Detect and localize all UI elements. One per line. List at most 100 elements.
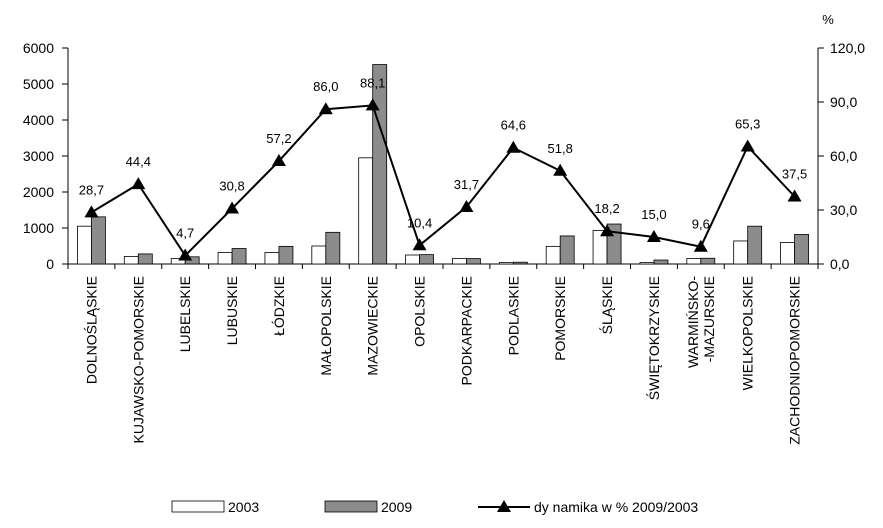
category-label: DOLNOŚLĄSKIE bbox=[82, 276, 99, 384]
dynamics-marker bbox=[318, 102, 333, 115]
dynamics-marker bbox=[412, 238, 427, 251]
left-axis-tick-label: 4000 bbox=[23, 112, 54, 128]
dynamics-data-label: 57,2 bbox=[266, 131, 291, 146]
dynamics-data-label: 9,6 bbox=[692, 217, 710, 232]
dynamics-marker bbox=[271, 154, 286, 167]
bar-2009 bbox=[137, 253, 153, 265]
dynamics-marker bbox=[646, 230, 661, 242]
dynamics-marker bbox=[178, 248, 193, 261]
dynamics-marker bbox=[365, 98, 380, 111]
left-axis-tick-label: 2000 bbox=[23, 184, 54, 200]
left-axis-tick-label: 0 bbox=[46, 256, 54, 272]
bar-2003 bbox=[686, 258, 702, 265]
category-label: LUBUSKIE bbox=[224, 276, 240, 345]
bar-2009 bbox=[794, 234, 809, 265]
dynamics-marker bbox=[787, 189, 802, 202]
dynamics-marker bbox=[740, 139, 755, 152]
dynamics-data-label: 51,8 bbox=[548, 141, 573, 156]
category-label: KUJAWSKO-POMORSKIE bbox=[130, 276, 146, 444]
category-label: OPOLSKIE bbox=[412, 276, 428, 347]
dynamics-line bbox=[90, 104, 796, 258]
bar-2003 bbox=[217, 252, 233, 265]
bar-2009 bbox=[372, 64, 388, 265]
bar-2009 bbox=[653, 259, 669, 265]
category-label: ŁÓDZKIE bbox=[271, 276, 287, 336]
bar-2009 bbox=[559, 235, 575, 265]
bar-2003 bbox=[77, 225, 92, 265]
bar-2003 bbox=[498, 262, 514, 265]
category-label: WIELKOPOLSKIE bbox=[740, 276, 756, 390]
right-axis-unit: % bbox=[822, 12, 834, 27]
left-axis-tick-label: 1000 bbox=[23, 220, 54, 236]
dynamics-data-label: 64,6 bbox=[501, 118, 526, 133]
dynamics-data-label: 86,0 bbox=[313, 79, 338, 94]
dynamics-marker bbox=[553, 163, 568, 176]
legend-label-2003: 2003 bbox=[228, 499, 259, 515]
dynamics-data-label: 30,8 bbox=[219, 179, 244, 194]
right-axis-tick-label: 0,0 bbox=[830, 256, 850, 272]
dynamics-marker bbox=[600, 224, 615, 237]
dynamics-marker bbox=[506, 140, 521, 153]
dynamics-marker bbox=[84, 205, 99, 218]
dynamics-data-label: 4,7 bbox=[176, 226, 194, 241]
bar-2003 bbox=[545, 245, 561, 265]
bar-2009 bbox=[700, 257, 716, 265]
bar-2003 bbox=[733, 240, 749, 265]
legend-swatch-2009 bbox=[324, 500, 378, 513]
dynamics-data-label: 65,3 bbox=[735, 116, 760, 131]
category-label: ŚWIĘTOKRZYSKIE bbox=[645, 276, 662, 400]
category-label: POMORSKIE bbox=[552, 276, 568, 361]
bar-2003 bbox=[780, 241, 795, 265]
right-axis-tick-label: 60,0 bbox=[830, 148, 857, 164]
legend-label-2009: 2009 bbox=[381, 499, 412, 515]
bar-2009 bbox=[466, 258, 481, 265]
legend-swatch-2003 bbox=[171, 500, 225, 513]
dynamics-data-label: 44,4 bbox=[126, 154, 151, 169]
dynamics-data-label: 18,2 bbox=[594, 201, 619, 216]
right-axis-tick-label: 90,0 bbox=[830, 94, 857, 110]
dynamics-data-label: 28,7 bbox=[79, 182, 104, 197]
category-label-line: WARMIŃSKO- bbox=[685, 276, 701, 368]
category-label: PODLASKIE bbox=[505, 276, 521, 355]
bar-2009 bbox=[278, 245, 294, 265]
category-label: ZACHODNIOPOMORSKIE bbox=[787, 276, 803, 445]
dynamics-marker bbox=[459, 199, 474, 212]
bar-2009 bbox=[747, 225, 763, 265]
legend-label-dynamics: dy namika w % 2009/2003 bbox=[534, 499, 698, 515]
bar-2009 bbox=[91, 216, 106, 265]
left-axis-tick-label: 6000 bbox=[23, 40, 54, 56]
dynamics-data-label: 10,4 bbox=[407, 215, 432, 230]
bar-2009 bbox=[419, 254, 434, 265]
dynamics-marker bbox=[225, 201, 240, 214]
right-axis-tick-label: 120,0 bbox=[830, 40, 865, 56]
dynamics-data-label: 88,1 bbox=[360, 75, 385, 90]
bar-2003 bbox=[405, 254, 420, 265]
bar-2003 bbox=[264, 252, 280, 265]
dynamics-marker bbox=[131, 177, 146, 190]
category-label: WARMIŃSKO--MAZURSKIE bbox=[685, 276, 717, 368]
bar-2003 bbox=[123, 256, 139, 265]
bar-2009 bbox=[512, 261, 528, 265]
category-label: ŚLĄSKIE bbox=[598, 276, 615, 334]
left-axis-tick-label: 3000 bbox=[23, 148, 54, 164]
dynamics-data-label: 15,0 bbox=[641, 207, 666, 222]
category-label-line: -MAZURSKIE bbox=[701, 276, 717, 362]
legend-marker-dynamics bbox=[497, 500, 511, 512]
right-axis-tick-label: 30,0 bbox=[830, 202, 857, 218]
dynamics-data-label: 31,7 bbox=[454, 177, 479, 192]
category-label: MAZOWIECKIE bbox=[365, 276, 381, 376]
dynamics-marker bbox=[693, 239, 708, 252]
bar-2009 bbox=[231, 248, 247, 265]
bar-2009 bbox=[325, 231, 341, 265]
bar-2003 bbox=[358, 157, 374, 265]
left-axis-tick-label: 5000 bbox=[23, 76, 54, 92]
dynamics-data-label: 37,5 bbox=[782, 167, 807, 182]
bar-2003 bbox=[639, 262, 655, 265]
bar-2003 bbox=[452, 258, 467, 265]
bar-2003 bbox=[311, 245, 327, 265]
category-label: PODKARPACKIE bbox=[458, 276, 474, 385]
category-label: LUBELSKIE bbox=[177, 276, 193, 352]
category-label: MAŁOPOLSKIE bbox=[318, 276, 334, 376]
